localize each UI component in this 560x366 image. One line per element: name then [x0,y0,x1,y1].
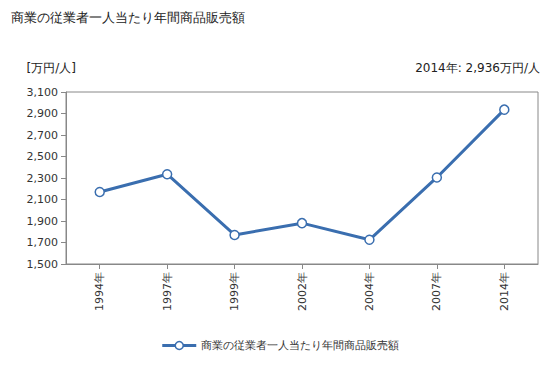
svg-text:商業の従業者一人当たり年間商品販売額: 商業の従業者一人当たり年間商品販売額 [11,10,245,25]
svg-text:2014年: 2014年 [498,272,511,311]
svg-text:[万円/人]: [万円/人] [27,61,76,75]
svg-text:2,300: 2,300 [27,172,59,185]
svg-text:2,700: 2,700 [27,129,59,142]
svg-text:1,700: 1,700 [27,236,59,249]
svg-text:商業の従業者一人当たり年間商品販売額: 商業の従業者一人当たり年間商品販売額 [201,339,399,352]
svg-text:2004年: 2004年 [363,272,376,311]
svg-text:2007年: 2007年 [430,272,443,311]
svg-text:2002年: 2002年 [296,272,309,311]
svg-text:1997年: 1997年 [161,272,174,311]
svg-text:3,100: 3,100 [27,86,59,99]
svg-text:2014年: 2,936万円/人: 2014年: 2,936万円/人 [415,61,540,75]
svg-text:1,900: 1,900 [27,215,59,228]
svg-text:1994年: 1994年 [93,272,106,311]
svg-text:2,100: 2,100 [27,193,59,206]
svg-text:2,900: 2,900 [27,107,59,120]
svg-text:1,500: 1,500 [27,258,59,271]
svg-text:2,500: 2,500 [27,150,59,163]
svg-text:1999年: 1999年 [228,272,241,311]
